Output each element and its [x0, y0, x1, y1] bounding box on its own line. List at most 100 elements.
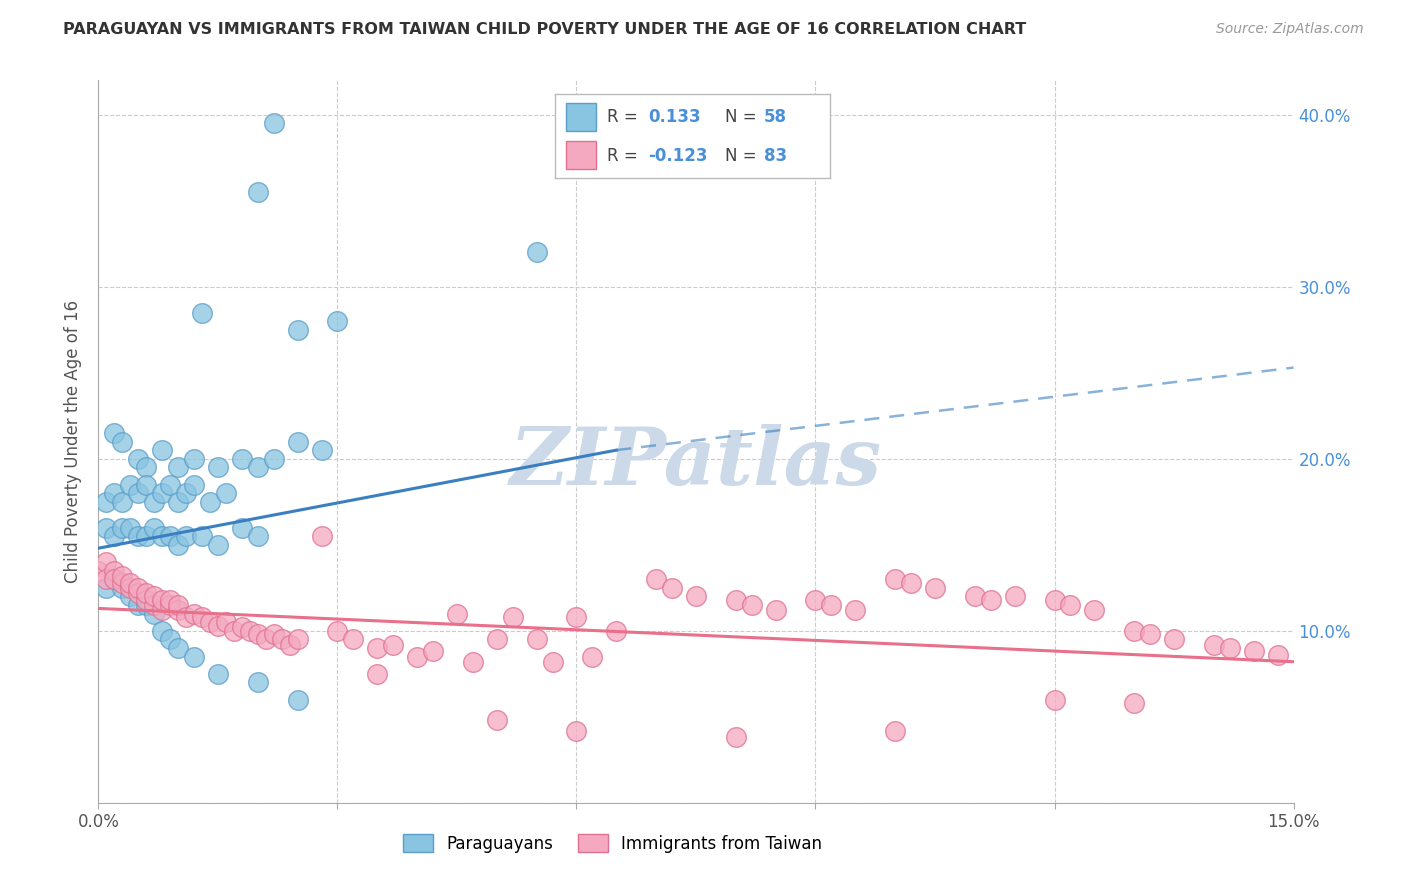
Point	[111, 494, 134, 508]
Point	[565, 610, 588, 624]
Point	[96, 581, 118, 595]
Point	[120, 581, 142, 595]
Point	[581, 649, 603, 664]
Point	[96, 555, 118, 569]
Point	[143, 607, 166, 621]
Point	[135, 477, 157, 491]
Point	[198, 615, 221, 630]
Text: -0.123: -0.123	[648, 146, 709, 164]
Text: 58: 58	[763, 109, 787, 127]
Point	[103, 529, 125, 543]
Text: ZIPatlas: ZIPatlas	[510, 425, 882, 502]
Point	[127, 486, 149, 500]
Point	[724, 731, 747, 745]
Point	[246, 675, 269, 690]
Point	[342, 632, 364, 647]
Point	[246, 529, 269, 543]
Point	[1202, 638, 1225, 652]
Point	[127, 529, 149, 543]
Point	[446, 607, 468, 621]
Point	[246, 460, 269, 475]
Text: N =: N =	[725, 146, 762, 164]
Point	[645, 572, 668, 586]
Point	[120, 520, 142, 534]
Point	[406, 649, 429, 664]
Point	[765, 603, 787, 617]
Point	[111, 581, 134, 595]
Text: R =: R =	[607, 109, 644, 127]
Point	[246, 627, 269, 641]
Point	[924, 581, 946, 595]
Point	[111, 520, 134, 534]
Point	[150, 603, 173, 617]
Point	[159, 632, 181, 647]
Point	[724, 592, 747, 607]
Point	[900, 575, 922, 590]
Point	[103, 572, 125, 586]
Point	[263, 451, 285, 466]
Point	[239, 624, 262, 638]
Point	[254, 632, 277, 647]
Point	[1267, 648, 1289, 662]
Point	[980, 592, 1002, 607]
Point	[311, 529, 333, 543]
Point	[120, 590, 142, 604]
Point	[150, 486, 173, 500]
Point	[1004, 590, 1026, 604]
Point	[1139, 627, 1161, 641]
Point	[198, 494, 221, 508]
Point	[884, 572, 907, 586]
Point	[174, 486, 197, 500]
Point	[191, 305, 214, 319]
Point	[326, 624, 349, 638]
Point	[103, 572, 125, 586]
Point	[159, 598, 181, 612]
Point	[167, 640, 190, 655]
Point	[526, 632, 548, 647]
Point	[246, 185, 269, 199]
Point	[461, 655, 484, 669]
Point	[143, 494, 166, 508]
Legend: Paraguayans, Immigrants from Taiwan: Paraguayans, Immigrants from Taiwan	[396, 828, 828, 860]
Point	[1123, 696, 1146, 710]
Point	[135, 460, 157, 475]
Point	[127, 598, 149, 612]
Point	[183, 607, 205, 621]
Bar	[567, 141, 596, 169]
Point	[366, 640, 388, 655]
Point	[103, 564, 125, 578]
Point	[159, 592, 181, 607]
Point	[1043, 692, 1066, 706]
Point	[215, 615, 238, 630]
Point	[287, 632, 309, 647]
Point	[1059, 598, 1081, 612]
Point	[207, 618, 229, 632]
Point	[135, 586, 157, 600]
Text: R =: R =	[607, 146, 644, 164]
Point	[167, 494, 190, 508]
Text: Source: ZipAtlas.com: Source: ZipAtlas.com	[1216, 22, 1364, 37]
Point	[820, 598, 842, 612]
Point	[605, 624, 627, 638]
Point	[135, 592, 157, 607]
Point	[263, 116, 285, 130]
Point	[174, 529, 197, 543]
Point	[844, 603, 866, 617]
Point	[222, 624, 245, 638]
Point	[96, 572, 118, 586]
Point	[1083, 603, 1105, 617]
Point	[565, 723, 588, 738]
Point	[382, 638, 405, 652]
Point	[127, 586, 149, 600]
Point	[1123, 624, 1146, 638]
Point	[231, 520, 253, 534]
Text: 83: 83	[763, 146, 787, 164]
Point	[502, 610, 524, 624]
Point	[311, 443, 333, 458]
Point	[287, 323, 309, 337]
Point	[143, 598, 166, 612]
Point	[111, 568, 134, 582]
Point	[103, 425, 125, 440]
Point	[661, 581, 683, 595]
Point	[120, 477, 142, 491]
